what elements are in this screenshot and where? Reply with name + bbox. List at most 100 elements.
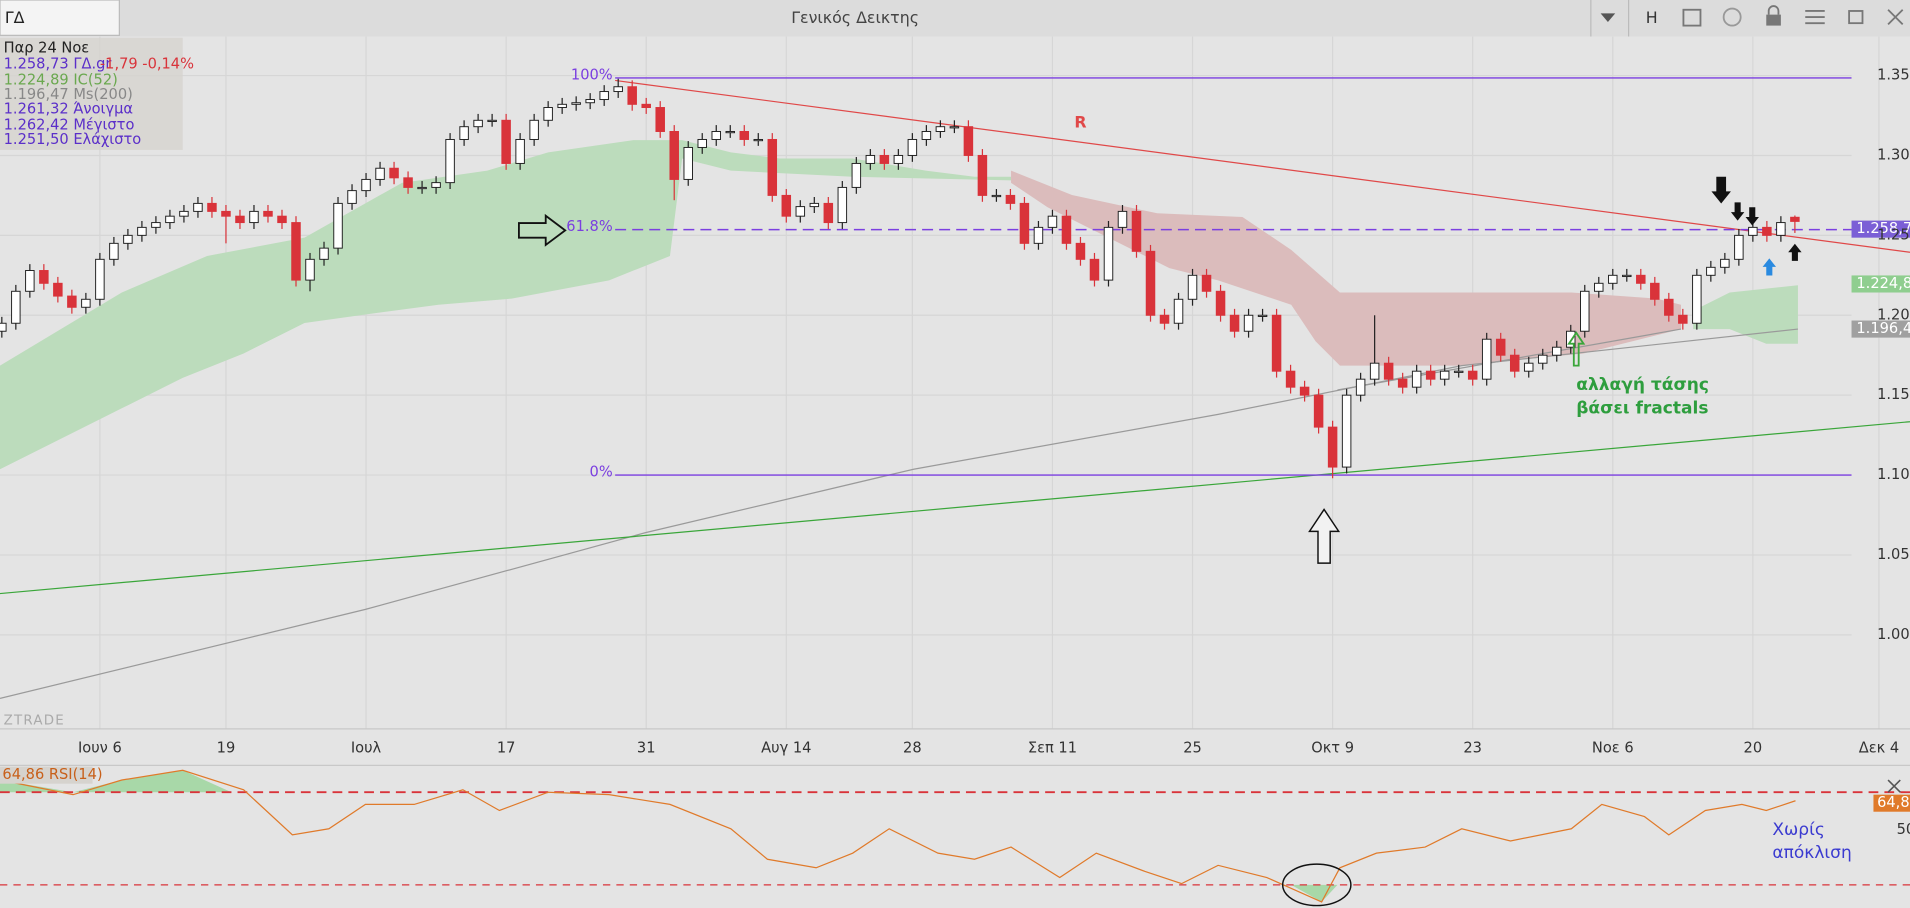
y-tick-label: 1.250	[1877, 226, 1910, 243]
fib-label: 61.8%	[566, 218, 613, 235]
info-ichimoku: 1.224,89 IC(52)	[4, 71, 118, 88]
y-tick-label: 1.000	[1877, 626, 1910, 643]
resistance-trendline	[615, 79, 1910, 253]
annotation: βάσει fractals	[1576, 398, 1708, 418]
x-tick-label: Νοε 6	[1592, 739, 1634, 756]
candle-body	[235, 215, 245, 224]
fib-label: 0%	[590, 464, 613, 481]
candle-body	[305, 258, 315, 281]
candle-body	[1397, 378, 1408, 388]
y-tick-label: 1.300	[1877, 146, 1910, 163]
x-tick-label: Δεκ 4	[1859, 739, 1899, 756]
rsi-tag	[1873, 794, 1910, 812]
close-icon[interactable]	[1887, 9, 1904, 26]
candle-body	[781, 194, 792, 217]
candle-body	[1033, 226, 1044, 244]
candle-body	[291, 222, 301, 281]
close-panel-icon[interactable]	[1887, 779, 1901, 793]
dropdown-icon[interactable]	[1600, 13, 1616, 22]
symbol-box[interactable]	[0, 0, 120, 36]
candle-body	[641, 103, 651, 109]
candle-body	[1551, 346, 1562, 356]
restore-icon[interactable]	[1848, 10, 1864, 25]
candle-body	[123, 234, 133, 244]
rsi-note: Χωρίς	[1772, 820, 1825, 840]
rsi-tag-label: 64,86	[1877, 794, 1910, 811]
x-tick-label: 19	[217, 739, 236, 756]
candle-body	[725, 131, 736, 134]
candle-body	[165, 215, 175, 224]
quote-icon[interactable]	[1722, 7, 1742, 27]
candle-body	[459, 126, 469, 140]
candle-body	[865, 154, 876, 164]
candle-body	[1089, 258, 1100, 281]
candle-body	[1187, 274, 1198, 300]
candle-body	[823, 202, 834, 224]
candle-body	[179, 210, 189, 217]
ichimoku-cloud-bear	[1011, 170, 1681, 366]
title-bar	[0, 0, 1910, 37]
candle-body	[193, 202, 203, 212]
arrow-down	[1730, 202, 1745, 221]
h-button[interactable]: H	[1646, 8, 1658, 27]
candle-body	[67, 295, 77, 308]
candle-body	[1075, 242, 1086, 260]
ichimoku-cloud-bull	[0, 140, 1012, 470]
candle-body	[851, 162, 862, 188]
candle-body	[1271, 314, 1282, 372]
candle-body	[1509, 354, 1520, 372]
lock-icon[interactable]	[1766, 14, 1781, 26]
candle-body	[263, 210, 273, 217]
candle-body	[515, 138, 525, 164]
candle-body	[53, 282, 63, 297]
candle-body	[25, 270, 35, 292]
candle-body	[1145, 250, 1156, 316]
candle-body	[1608, 274, 1618, 284]
fib-label: 100%	[571, 67, 613, 84]
price-tag-label: 1.258,73	[1856, 220, 1910, 237]
candle-body	[1257, 314, 1268, 317]
candle-body	[557, 103, 567, 109]
menu-icon[interactable]	[1805, 10, 1825, 25]
price-tag-label: 1.224,89	[1856, 275, 1910, 292]
candle-body	[977, 154, 988, 196]
candle-body	[1103, 226, 1114, 281]
candle-body	[1636, 274, 1646, 284]
candle-body	[1299, 386, 1310, 396]
candle-body	[39, 270, 49, 284]
candle-body	[1790, 216, 1800, 222]
candle-body	[221, 210, 231, 217]
candle-body	[1313, 394, 1324, 428]
y-tick-label: 1.200	[1877, 306, 1910, 323]
candle-body	[445, 138, 455, 184]
candle-body	[389, 167, 399, 179]
x-tick-label: Ιουλ	[351, 739, 382, 756]
candle-body	[1341, 394, 1352, 468]
arrow-down	[1711, 176, 1731, 204]
candle-body	[1439, 370, 1450, 380]
resistance-label: R	[1074, 113, 1086, 132]
panel-icon[interactable]	[1682, 8, 1702, 27]
candle-body	[711, 131, 722, 140]
arrow-up-green	[1567, 331, 1586, 367]
x-tick-label: 25	[1183, 739, 1202, 756]
candle-body	[151, 222, 161, 228]
candle-body	[1005, 194, 1016, 204]
candle-body	[1019, 202, 1030, 244]
candle-body	[907, 138, 918, 156]
candle-body	[1580, 290, 1590, 332]
rsi-oversold-fill	[1291, 884, 1338, 902]
candle-body	[1566, 330, 1576, 348]
candle-body	[1425, 370, 1436, 380]
price-tag	[1851, 220, 1910, 238]
candle-body	[431, 182, 441, 188]
candle-body	[361, 178, 371, 192]
rsi-title-box	[0, 766, 93, 784]
candle-body	[1692, 274, 1702, 324]
candle-body	[669, 131, 679, 180]
candle-body	[1243, 314, 1254, 332]
candle-body	[921, 131, 932, 140]
candle-body	[333, 202, 343, 249]
candle-body	[571, 102, 581, 105]
